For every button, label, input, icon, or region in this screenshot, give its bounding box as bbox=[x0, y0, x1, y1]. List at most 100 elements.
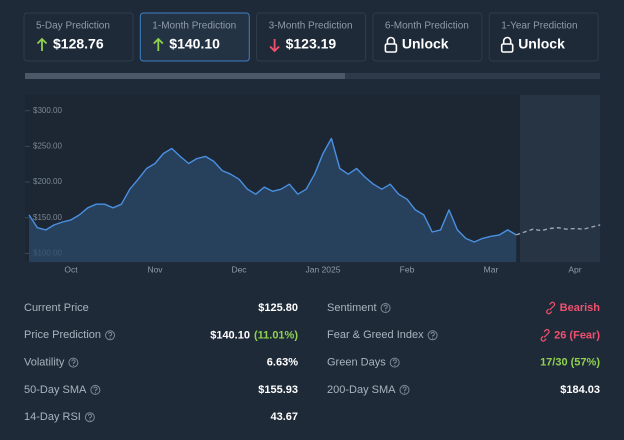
stat-value-change: (11.01%) bbox=[254, 329, 298, 341]
help-dot bbox=[394, 364, 396, 366]
lock-icon bbox=[502, 36, 512, 44]
help-circle bbox=[68, 357, 79, 368]
stat-value-main: $140.10 bbox=[210, 329, 250, 341]
x-tick-label: Mar bbox=[484, 264, 499, 274]
help-mark bbox=[93, 386, 98, 392]
stat-value-main: 6.63% bbox=[267, 357, 298, 369]
stat-label: 200-Day SMA bbox=[327, 384, 396, 396]
help-circle bbox=[389, 357, 400, 368]
stat-label: Sentiment bbox=[327, 302, 377, 314]
card-value: Unlock bbox=[402, 36, 449, 52]
help-icon[interactable] bbox=[68, 357, 79, 368]
card-value: $128.76 bbox=[53, 36, 104, 52]
help-mark bbox=[383, 304, 388, 310]
help-dot bbox=[385, 310, 387, 312]
card-box bbox=[372, 12, 483, 62]
stat-value-main: $125.80 bbox=[258, 302, 298, 314]
lock-body bbox=[384, 43, 398, 53]
stat-label: Current Price bbox=[24, 302, 89, 314]
help-icon[interactable] bbox=[84, 412, 95, 423]
stat-value: $140.10 (11.01%) bbox=[210, 329, 298, 341]
forecast-line bbox=[515, 224, 601, 236]
x-tick-label: Nov bbox=[147, 264, 163, 274]
help-mark bbox=[402, 386, 407, 392]
help-dot bbox=[89, 419, 91, 421]
area-fill bbox=[29, 138, 517, 262]
stat-label: Volatility bbox=[24, 357, 65, 369]
prediction-card[interactable]: 6-Month Prediction Unlock bbox=[372, 12, 483, 62]
help-mark bbox=[392, 359, 397, 364]
arrow-up-icon bbox=[36, 37, 48, 51]
prediction-card[interactable]: 3-Month Prediction $123.19 bbox=[256, 12, 367, 62]
help-mark bbox=[71, 359, 76, 364]
y-tick-label: $150.00 bbox=[33, 213, 62, 222]
card-value: Unlock bbox=[518, 36, 565, 52]
x-tick-label: Apr bbox=[568, 264, 581, 274]
scroll-thumb[interactable] bbox=[25, 73, 345, 79]
help-icon[interactable] bbox=[90, 384, 101, 395]
help-icon[interactable] bbox=[389, 357, 400, 368]
help-dot bbox=[432, 337, 434, 339]
arrow-down-icon bbox=[269, 39, 280, 53]
card-label: 3-Month Prediction bbox=[269, 21, 353, 32]
help-dot bbox=[403, 392, 406, 394]
stat-value-main: Bearish bbox=[560, 302, 601, 314]
forecast-region bbox=[520, 95, 600, 262]
stat-value: 43.67 bbox=[270, 411, 298, 423]
help-icon[interactable] bbox=[380, 303, 391, 313]
card-label: 1-Month Prediction bbox=[152, 21, 236, 32]
help-mark bbox=[87, 413, 93, 419]
stat-label: Fear & Greed Index bbox=[327, 329, 424, 341]
help-dot bbox=[109, 337, 111, 339]
card-box bbox=[488, 12, 599, 62]
prediction-card[interactable]: 1-Month Prediction $140.10 bbox=[139, 12, 250, 62]
help-dot bbox=[72, 364, 75, 366]
stat-value-main: 26 (Fear) bbox=[554, 329, 600, 341]
help-circle bbox=[84, 412, 95, 423]
x-tick-label: Feb bbox=[400, 264, 415, 274]
stat-value: $155.93 bbox=[258, 384, 298, 396]
help-circle bbox=[90, 384, 101, 395]
stat-label: 50-Day SMA bbox=[24, 384, 87, 396]
card-label: 5-Day Prediction bbox=[36, 21, 110, 32]
card-value: $123.19 bbox=[286, 36, 337, 52]
help-circle bbox=[427, 330, 438, 341]
prediction-card[interactable]: 1-Year Prediction Unlock bbox=[488, 12, 599, 62]
lock-body bbox=[500, 43, 514, 53]
prediction-card[interactable]: 5-Day Prediction $128.76 bbox=[23, 12, 134, 62]
arrow-up-icon bbox=[153, 37, 164, 51]
stat-value: 17/30 (57%) bbox=[540, 357, 600, 369]
stat-value: Bearish bbox=[560, 302, 601, 314]
x-tick-label: Oct bbox=[64, 264, 78, 274]
stat-label: Green Days bbox=[327, 357, 386, 369]
link-icon bbox=[540, 329, 550, 342]
stat-value: $184.03 bbox=[560, 384, 600, 396]
help-icon[interactable] bbox=[427, 330, 438, 341]
lock-icon bbox=[386, 36, 396, 44]
stat-value-main: $155.93 bbox=[258, 384, 298, 396]
help-mark bbox=[430, 331, 435, 337]
help-circle bbox=[399, 384, 410, 395]
stat-value: 6.63% bbox=[267, 357, 298, 369]
stat-value-main: 43.67 bbox=[270, 411, 298, 423]
help-icon[interactable] bbox=[399, 384, 410, 395]
x-tick-label: Dec bbox=[231, 264, 247, 274]
card-value: $140.10 bbox=[169, 36, 220, 52]
link-icon bbox=[546, 301, 556, 315]
y-tick-label: $250.00 bbox=[33, 141, 62, 150]
price-line bbox=[28, 137, 517, 243]
stat-value-main: 17/30 (57%) bbox=[540, 357, 600, 369]
y-tick-label: $200.00 bbox=[33, 177, 62, 186]
card-label: 6-Month Prediction bbox=[385, 21, 469, 32]
card-box bbox=[23, 12, 134, 62]
x-tick-label: Jan 2025 bbox=[306, 264, 341, 274]
y-tick-label: $300.00 bbox=[33, 106, 62, 115]
help-icon[interactable] bbox=[105, 330, 116, 341]
card-box bbox=[139, 12, 250, 62]
stat-label: Price Prediction bbox=[24, 329, 101, 341]
help-circle bbox=[380, 303, 391, 313]
stat-label: 14-Day RSI bbox=[24, 411, 81, 423]
stat-value-main: $184.03 bbox=[560, 384, 600, 396]
